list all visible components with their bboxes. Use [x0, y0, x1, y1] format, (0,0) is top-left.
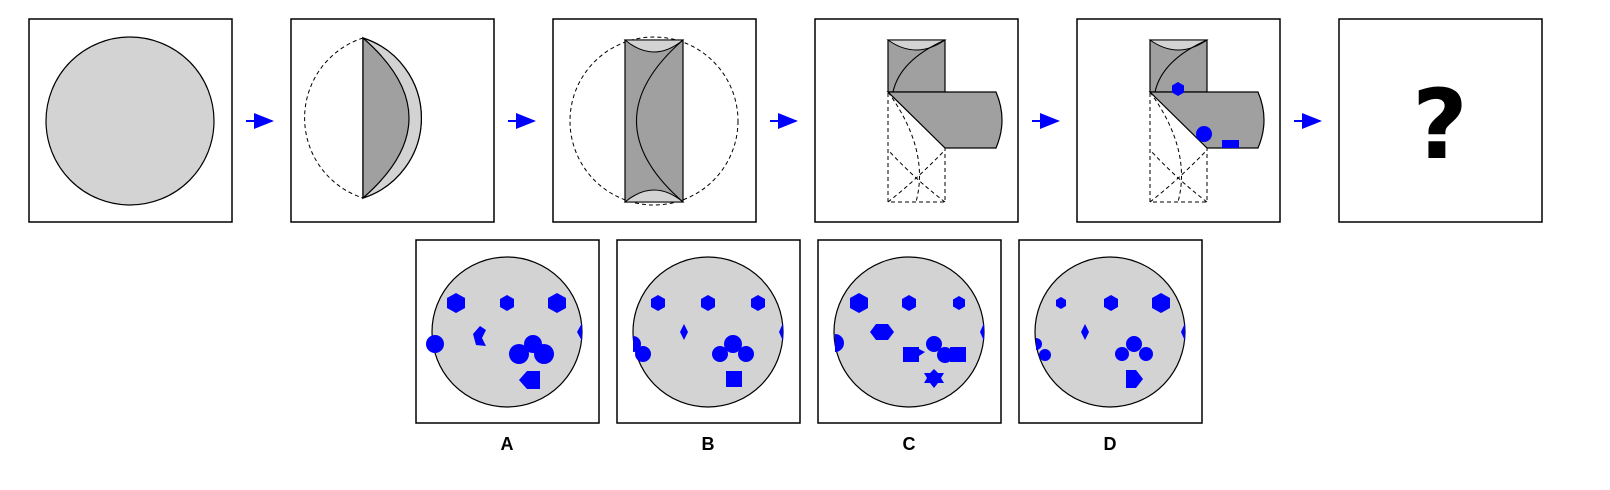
step-2-first-fold: [290, 18, 495, 223]
choice-label-a: A: [500, 434, 514, 454]
choice-label-d: D: [1103, 434, 1117, 454]
choice-a[interactable]: [415, 239, 600, 424]
punch-rectangle: [1222, 140, 1239, 148]
choices-row: [415, 239, 1203, 424]
choice-label-b: B: [701, 434, 715, 454]
choice-label-c: C: [902, 434, 916, 454]
punch-hexagon: [1172, 82, 1184, 96]
punch-circle: [1196, 126, 1212, 142]
step-6-unknown: ?: [1338, 18, 1543, 223]
step-3-second-fold: [552, 18, 757, 223]
question-mark: ?: [1412, 69, 1468, 181]
step-4-third-fold: [814, 18, 1019, 223]
choice-c[interactable]: [817, 239, 1002, 424]
sequence-row: ?: [28, 18, 1543, 223]
choice-b[interactable]: [616, 239, 801, 424]
step-1-full-circle: [28, 18, 233, 223]
choice-d[interactable]: [1018, 239, 1203, 424]
step-5-punched: [1076, 18, 1281, 223]
